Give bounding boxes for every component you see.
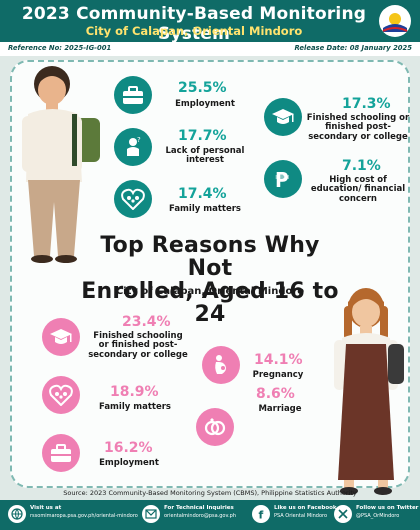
- main-title-line-2: Enrolled, Aged 16 to 24: [81, 279, 339, 328]
- svg-text:f: f: [259, 509, 264, 521]
- family-matters-female-badge: [42, 376, 80, 414]
- male-label-financial: High cost of education/ financial concer…: [310, 175, 406, 204]
- footer-twitter-title: Follow us on Twitter: [356, 505, 419, 511]
- family-heart-icon: [121, 188, 145, 210]
- employment-female-badge: [42, 434, 80, 472]
- male-label-employment: Employment: [175, 99, 235, 109]
- footer-twitter-handle[interactable]: @PSA_OrMindoro: [356, 512, 400, 519]
- page-title: 2023 Community-Based Monitoring System: [21, 4, 367, 44]
- female-label-finished-schooling: Finished schooling or finished post-seco…: [88, 331, 188, 360]
- employment-male-badge: [114, 76, 152, 114]
- main-title: Top Reasons Why Not Enrolled, Aged 16 to…: [80, 234, 340, 326]
- female-student-illustration: [334, 288, 404, 495]
- footer-facebook-title: Like us on Facebook: [274, 505, 337, 511]
- footer-visit[interactable]: Visit us at rssomimaropa.psa.gov.ph/orien…: [8, 505, 138, 523]
- svg-text:₱: ₱: [275, 168, 289, 190]
- footer-facebook[interactable]: f Like us on Facebook PSA Oriental Mindor…: [252, 505, 337, 523]
- globe-icon: [8, 505, 26, 523]
- bagong-pilipinas-logo: [379, 5, 411, 37]
- toolbox-icon: [123, 86, 143, 104]
- page-subtitle: City of Calapan, Oriental Mindoro: [85, 24, 303, 38]
- male-student-illustration: [22, 66, 100, 263]
- rings-icon: [204, 418, 226, 436]
- male-pct-family-matters: 17.4%: [178, 186, 227, 202]
- male-label-personal-interest: Lack of personal interest: [165, 146, 245, 166]
- reference-bar: [0, 42, 420, 56]
- female-pct-marriage: 8.6%: [256, 386, 295, 402]
- male-pct-financial: 7.1%: [342, 158, 381, 174]
- female-label-family-matters: Family matters: [99, 402, 171, 412]
- finished-schooling-female-badge: [42, 318, 80, 356]
- footer-twitter[interactable]: Follow us on Twitter @PSA_OrMindoro: [334, 505, 418, 523]
- female-pct-finished-schooling: 23.4%: [122, 314, 171, 330]
- male-pct-finished-schooling: 17.3%: [342, 96, 391, 112]
- reference-number: Reference No: 2025-IG-001: [8, 44, 112, 52]
- family-matters-male-badge: [114, 180, 152, 218]
- female-label-employment: Employment: [99, 458, 159, 468]
- mail-icon: [142, 505, 160, 523]
- footer-visit-title: Visit us at: [30, 505, 62, 511]
- footer-visit-link[interactable]: rssomimaropa.psa.gov.ph/oriental-mindoro: [30, 512, 138, 519]
- main-title-line-1: Top Reasons Why Not: [100, 233, 320, 282]
- header-bar: [0, 0, 420, 42]
- female-label-marriage: Marriage: [258, 404, 302, 414]
- female-pct-family-matters: 18.9%: [110, 384, 159, 400]
- toolbox-icon: [51, 444, 71, 462]
- family-heart-icon: [49, 384, 73, 406]
- female-pct-employment: 16.2%: [104, 440, 153, 456]
- graduation-cap-icon: [272, 109, 294, 124]
- x-twitter-icon: [334, 505, 352, 523]
- release-date: Release Date: 08 January 2025: [294, 44, 413, 52]
- graduation-cap-icon: [50, 329, 72, 344]
- personal-interest-male-badge: ?: [114, 128, 152, 166]
- marriage-female-badge: [196, 408, 234, 446]
- source-note: Source: 2023 Community-Based Monitoring …: [63, 489, 357, 497]
- financial-concern-male-badge: ₱: [264, 160, 302, 198]
- svg-text:?: ?: [137, 136, 141, 144]
- footer-inquiries[interactable]: For Technical Inquiries orientalmindoro@p…: [142, 505, 236, 523]
- finished-schooling-male-badge: [264, 98, 302, 136]
- male-label-family-matters: Family matters: [169, 204, 241, 214]
- male-label-finished-schooling: Finished schooling or finished post-seco…: [306, 113, 410, 142]
- facebook-icon: f: [252, 505, 270, 523]
- male-pct-personal-interest: 17.7%: [178, 128, 227, 144]
- female-label-pregnancy: Pregnancy: [252, 370, 304, 380]
- female-pct-pregnancy: 14.1%: [254, 352, 303, 368]
- main-subtitle: City of Calapan, Oriental Mindoro: [115, 286, 305, 297]
- male-pct-employment: 25.5%: [178, 80, 227, 96]
- pregnancy-icon: [215, 355, 226, 374]
- footer-inquiries-email[interactable]: orientalmindoro@psa.gov.ph: [164, 512, 236, 519]
- footer-inquiries-title: For Technical Inquiries: [164, 505, 234, 511]
- footer-facebook-page[interactable]: PSA Oriental Mindoro: [274, 512, 328, 519]
- pregnancy-female-badge: [202, 346, 240, 384]
- peso-icon: ₱: [275, 168, 289, 190]
- confused-person-icon: ?: [127, 136, 141, 156]
